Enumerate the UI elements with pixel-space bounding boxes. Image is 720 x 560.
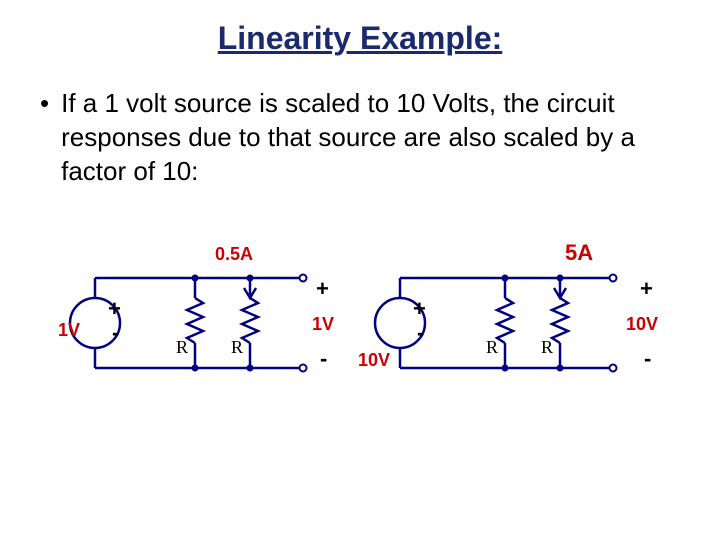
left-current-label: 0.5A: [215, 244, 253, 264]
right-source-label: 10V: [358, 350, 390, 370]
right-out-v: 10V: [626, 314, 658, 334]
left-src-plus: +: [108, 296, 121, 321]
page-title: Linearity Example:: [0, 20, 720, 57]
circuits-svg: + - 1V R R 0.5A + 1V -: [0, 218, 720, 438]
right-src-plus: +: [413, 296, 426, 321]
right-r1-label: R: [486, 337, 498, 357]
left-source-label: 1V: [58, 320, 80, 340]
right-current-label: 5A: [565, 240, 593, 265]
left-r1-label: R: [176, 337, 188, 357]
bullet-dot-icon: •: [40, 87, 49, 121]
right-out-minus: -: [644, 346, 651, 371]
left-r2-label: R: [231, 337, 243, 357]
bullet-item: • If a 1 volt source is scaled to 10 Vol…: [40, 87, 680, 188]
circuits-container: + - 1V R R 0.5A + 1V -: [0, 218, 720, 438]
right-src-minus: -: [417, 320, 424, 345]
left-out-minus: -: [320, 346, 327, 371]
left-circuit: + - 1V R R 0.5A + 1V -: [58, 244, 334, 372]
right-out-plus: +: [640, 276, 653, 301]
right-r2-label: R: [541, 337, 553, 357]
left-out-v: 1V: [312, 314, 334, 334]
bullet-text: If a 1 volt source is scaled to 10 Volts…: [61, 87, 680, 188]
left-out-plus: +: [316, 276, 329, 301]
right-circuit: + - 10V R R 5A + 10V -: [358, 240, 658, 372]
left-src-minus: -: [112, 320, 119, 345]
